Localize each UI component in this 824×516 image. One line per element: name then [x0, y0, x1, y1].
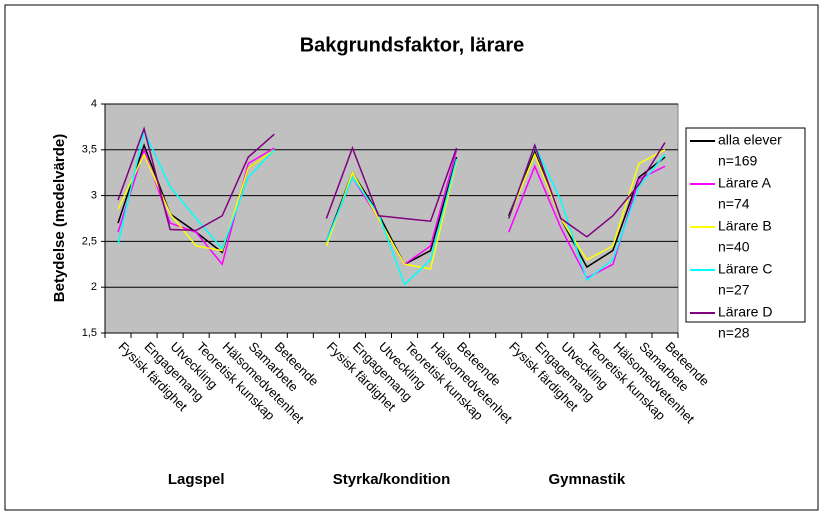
chart-title: Bakgrundsfaktor, lärare: [300, 34, 525, 56]
group-label: Lagspel: [168, 471, 225, 488]
y-tick-label: 4: [91, 98, 97, 110]
legend-label: Lärare A: [718, 175, 772, 191]
series-line: [117, 126, 666, 238]
group-label: Styrka/kondition: [333, 471, 451, 488]
legend-count: n=28: [718, 325, 750, 341]
legend-count: n=169: [718, 153, 758, 169]
y-tick-label: 3,5: [82, 144, 97, 156]
y-tick-label: 3: [91, 190, 97, 202]
y-tick-label: 2,5: [82, 235, 97, 247]
legend-count: n=40: [718, 239, 750, 255]
legend-count: n=27: [718, 282, 750, 298]
legend-box: [685, 127, 806, 323]
series-line: [117, 149, 666, 270]
legend-label: Lärare B: [718, 218, 772, 234]
y-axis-label: Betydelse (medelvärde): [51, 134, 68, 302]
group-label: Gymnastik: [548, 471, 625, 488]
legend-label: Lärare C: [718, 261, 772, 277]
y-tick-label: 2: [91, 281, 97, 293]
legend-count: n=74: [718, 196, 750, 212]
legend-label: Lärare D: [718, 304, 772, 320]
y-tick-label: 1,5: [82, 327, 97, 339]
legend-label: alla elever: [718, 132, 782, 148]
plot-area: [104, 103, 679, 334]
